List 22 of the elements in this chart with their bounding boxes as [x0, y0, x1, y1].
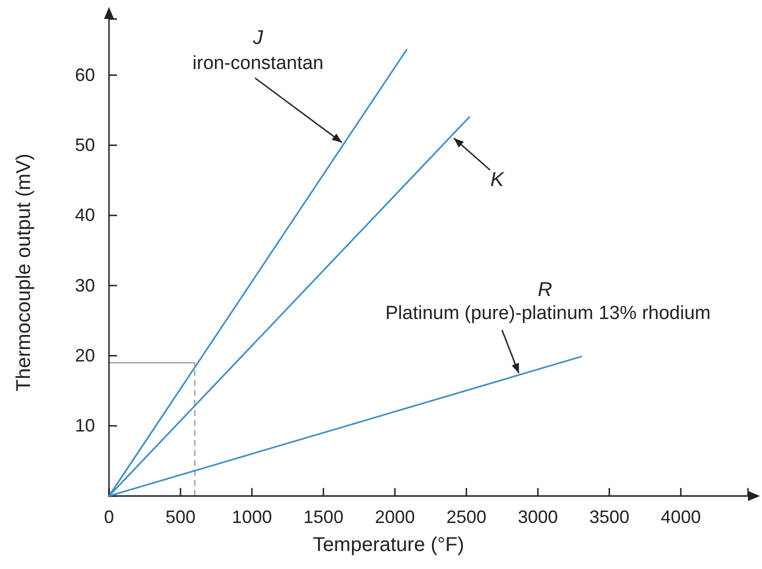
annotation: R — [538, 279, 552, 301]
x-tick-label: 2500 — [446, 506, 486, 527]
x-axis-title: Temperature (°F) — [312, 534, 464, 556]
y-tick-label: 60 — [74, 64, 95, 85]
x-tick-label: 3000 — [518, 506, 558, 527]
x-tick-label: 2000 — [374, 506, 415, 527]
y-tick-label: 10 — [74, 416, 95, 436]
x-tick-label: 500 — [165, 506, 196, 527]
x-tick-label: 1000 — [232, 506, 272, 527]
y-tick-label: 20 — [74, 345, 95, 366]
x-tick-label: 1500 — [303, 506, 344, 527]
y-tick-label: 30 — [74, 275, 95, 296]
y-axis-title: Thermocouple output (mV) — [13, 154, 35, 392]
x-tick-label: 3500 — [589, 506, 630, 527]
annotation: K — [490, 169, 506, 191]
x-tick-label: 0 — [104, 506, 114, 527]
y-tick-label: 50 — [74, 135, 95, 156]
x-tick-label: 4000 — [660, 506, 701, 527]
annotation: Platinum (pure)-platinum 13% rhodium — [385, 303, 711, 324]
annotation: iron-constantan — [192, 53, 324, 74]
annotation: J — [252, 27, 264, 49]
y-tick-label: 40 — [74, 205, 95, 226]
